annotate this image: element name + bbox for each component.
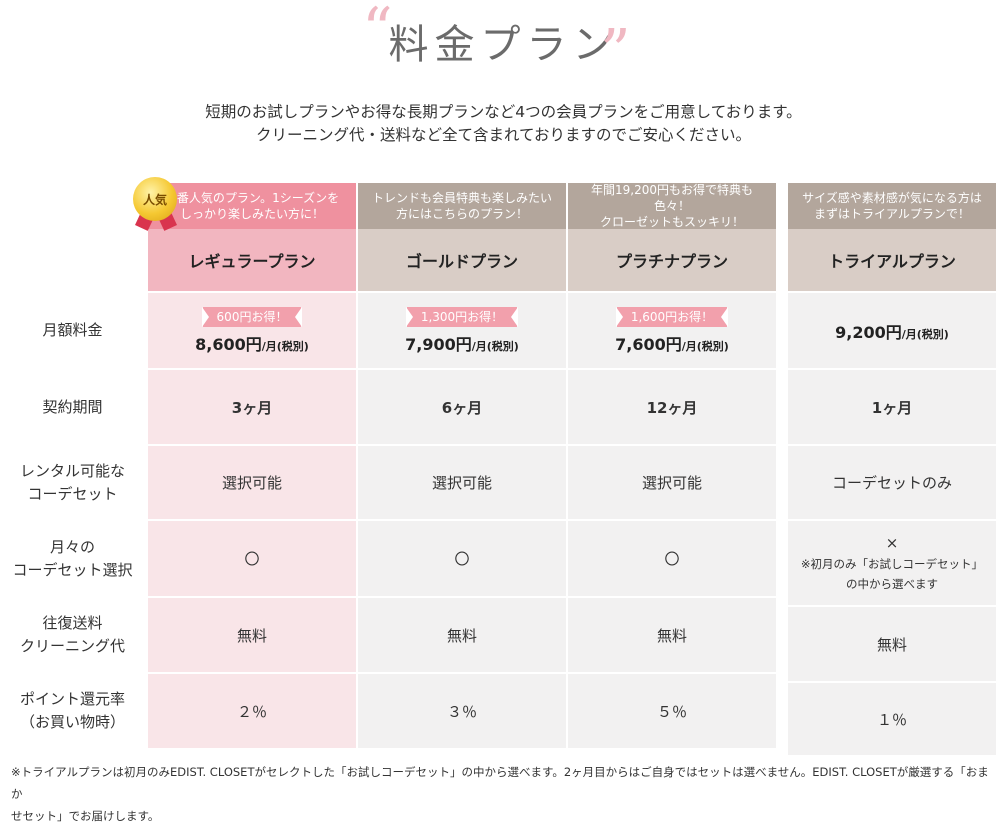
cross-icon: × [801, 532, 983, 554]
intro-text: 短期のお試しプランやお得な長期プランなど4つの会員プランをご用意しております。 … [0, 101, 1007, 147]
price-amount: 9,200円 [835, 323, 902, 342]
title-area: “ 料金プラン ” [0, 0, 1007, 80]
fee-gold: 1,300円お得！ 7,900円/月(税別) [358, 293, 566, 368]
close-quote-icon: ” [600, 22, 631, 82]
price-amount: 7,900円 [405, 335, 472, 354]
points-platinum: ５％ [568, 674, 776, 748]
price-amount: 8,600円 [195, 335, 262, 354]
row-label-select: 月々の コーデセット選択 [0, 521, 145, 596]
row-label-fee: 月額料金 [0, 293, 145, 368]
plan-regular-name: レギュラープラン [148, 229, 356, 291]
period-platinum: 12ヶ月 [568, 370, 776, 444]
footnote-line-2: せセット」でお届けします。 [11, 805, 996, 827]
label-line: コーデセット選択 [12, 559, 132, 582]
label-line: （お買い物時） [20, 711, 125, 734]
shipping-platinum: 無料 [568, 598, 776, 672]
tagline-line: まずはトライアルプランで！ [802, 206, 982, 222]
period-gold: 6ヶ月 [358, 370, 566, 444]
rental-gold: 選択可能 [358, 446, 566, 519]
period-regular: 3ヶ月 [148, 370, 356, 444]
label-line: コーデセット [20, 483, 125, 506]
price-unit: /月(税別) [472, 340, 519, 353]
period-trial: 1ヶ月 [788, 370, 996, 444]
tagline-line: 一番人気のプラン。1シーズンを [165, 190, 339, 206]
price: 7,600円/月(税別) [615, 331, 729, 355]
tagline-line: サイズ感や素材感が気になる方は [802, 190, 982, 206]
plan-gold-name: ゴールドプラン [358, 229, 566, 291]
price-unit: /月(税別) [682, 340, 729, 353]
shipping-trial: 無料 [788, 607, 996, 681]
plan-gold-tagline: トレンドも会員特典も楽しみたい 方にはこちらのプラン！ [358, 183, 566, 229]
plan-trial-tagline: サイズ感や素材感が気になる方は まずはトライアルプランで！ [788, 183, 996, 229]
intro-line-2: クリーニング代・送料など全て含まれておりますのでご安心ください。 [0, 124, 1007, 147]
shipping-gold: 無料 [358, 598, 566, 672]
popular-badge-icon: 人気 [131, 177, 181, 229]
price: 7,900円/月(税別) [405, 331, 519, 355]
label-line: クリーニング代 [20, 635, 125, 658]
tagline-line: 年間19,200円もお得で特典も色々！ [574, 182, 770, 214]
price-amount: 7,600円 [615, 335, 682, 354]
footnote: ※トライアルプランは初月のみEDIST. CLOSETがセレクトした「お試しコー… [11, 761, 996, 827]
price-unit: /月(税別) [262, 340, 309, 353]
tagline-line: 方にはこちらのプラン！ [372, 206, 552, 222]
fee-trial: 9,200円/月(税別) [788, 293, 996, 368]
points-regular: ２％ [148, 674, 356, 748]
select-note-line: ※初月のみ「お試しコーデセット」 [801, 554, 983, 574]
select-trial: × ※初月のみ「お試しコーデセット」 の中から選べます [788, 521, 996, 605]
plan-trial-name: トライアルプラン [788, 229, 996, 291]
badge-label: 人気 [133, 177, 177, 221]
row-label-points: ポイント還元率 （お買い物時） [0, 674, 145, 748]
price: 8,600円/月(税別) [195, 331, 309, 355]
page-title: 料金プラン [0, 12, 1007, 70]
rental-trial: コーデセットのみ [788, 446, 996, 519]
savings-tag: 1,300円お得！ [407, 307, 517, 327]
plan-platinum-tagline: 年間19,200円もお得で特典も色々！ クローゼットもスッキリ！ [568, 183, 776, 229]
label-line: ポイント還元率 [20, 688, 125, 711]
plan-platinum-name: プラチナプラン [568, 229, 776, 291]
label-line: 往復送料 [20, 612, 125, 635]
points-trial: １％ [788, 683, 996, 755]
price: 9,200円/月(税別) [835, 319, 949, 343]
label-line: 月々の [12, 536, 132, 559]
tagline-line: クローゼットもスッキリ！ [574, 214, 770, 230]
points-gold: ３％ [358, 674, 566, 748]
shipping-regular: 無料 [148, 598, 356, 672]
rental-platinum: 選択可能 [568, 446, 776, 519]
label-line: レンタル可能な [20, 460, 125, 483]
tagline-line: トレンドも会員特典も楽しみたい [372, 190, 552, 206]
row-label-period: 契約期間 [0, 370, 145, 444]
fee-regular: 600円お得！ 8,600円/月(税別) [148, 293, 356, 368]
savings-tag: 1,600円お得！ [617, 307, 727, 327]
select-note-line: の中から選べます [801, 574, 983, 594]
fee-platinum: 1,600円お得！ 7,600円/月(税別) [568, 293, 776, 368]
rental-regular: 選択可能 [148, 446, 356, 519]
tagline-line: しっかり楽しみたい方に！ [165, 206, 339, 222]
intro-line-1: 短期のお試しプランやお得な長期プランなど4つの会員プランをご用意しております。 [0, 101, 1007, 124]
price-unit: /月(税別) [902, 328, 949, 341]
savings-tag: 600円お得！ [203, 307, 302, 327]
row-label-shipping: 往復送料 クリーニング代 [0, 598, 145, 672]
select-gold-icon: 〇 [358, 521, 566, 596]
footnote-line-1: ※トライアルプランは初月のみEDIST. CLOSETがセレクトした「お試しコー… [11, 761, 996, 805]
row-label-rental: レンタル可能な コーデセット [0, 446, 145, 519]
select-platinum-icon: 〇 [568, 521, 776, 596]
select-regular-icon: 〇 [148, 521, 356, 596]
